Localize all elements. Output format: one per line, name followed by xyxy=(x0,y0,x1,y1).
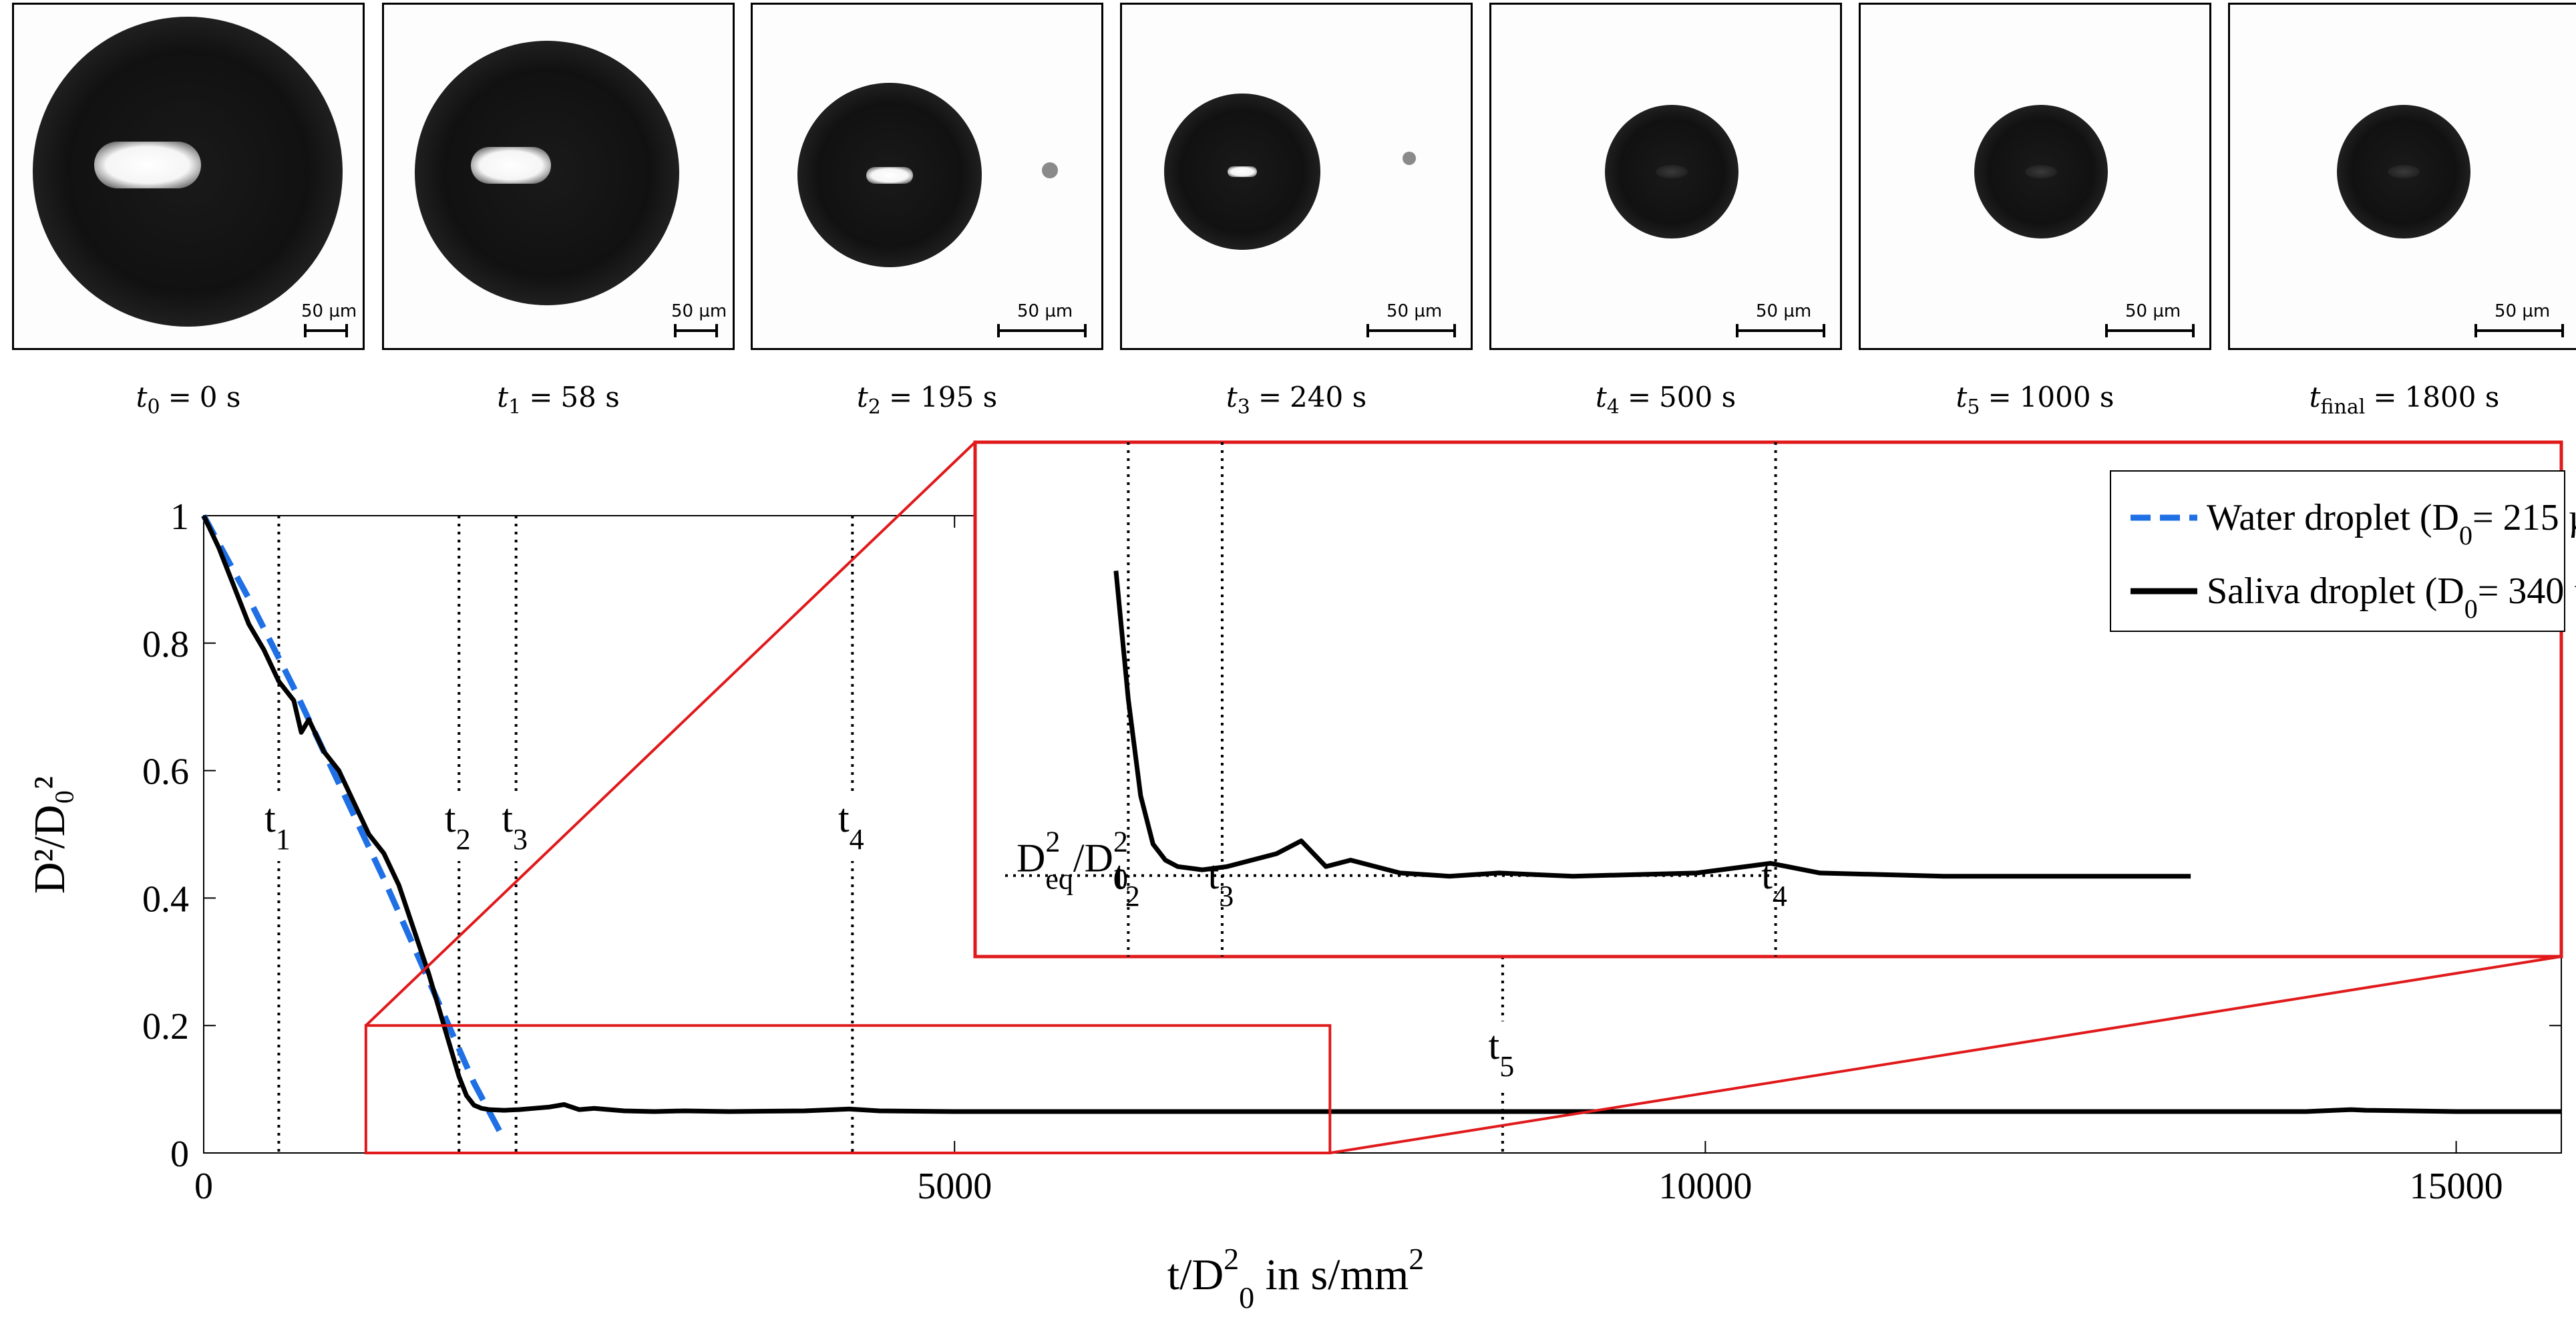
droplet-frame-4: 50 µm xyxy=(1489,3,1842,350)
droplet-frame-2: 50 µm xyxy=(751,3,1103,350)
saliva-droplet-line xyxy=(201,514,2561,1114)
zoom-connector-line xyxy=(365,441,976,1027)
scale-bar-label: 50 µm xyxy=(2495,301,2551,321)
x-tick-label: 10000 xyxy=(1658,1166,1752,1207)
frame-time-label: t2 = 195 s xyxy=(856,381,998,419)
time-marker-label-bg xyxy=(1475,1021,1529,1088)
scale-bar xyxy=(997,324,1087,337)
water-droplet-line xyxy=(201,514,504,1136)
droplet-highlight xyxy=(866,166,913,184)
scale-bar-label: 50 µm xyxy=(671,301,727,321)
x-axis-label: t/D20 in s/mm2 xyxy=(1167,1242,1424,1315)
frame-time-label: t0 = 0 s xyxy=(136,381,241,419)
scale-bar xyxy=(2105,324,2195,337)
x-tick-label: 5000 xyxy=(917,1166,992,1207)
scale-bar xyxy=(1736,324,1825,337)
droplet-frame-1: 50 µm xyxy=(382,3,735,350)
droplet-center-shade xyxy=(2025,165,2057,178)
scale-bar xyxy=(304,324,348,337)
time-marker-label-bg xyxy=(825,794,880,861)
y-tick-label: 0.2 xyxy=(142,1006,189,1047)
scale-bar-label: 50 µm xyxy=(2125,301,2181,321)
scale-bar-label: 50 µm xyxy=(1387,301,1443,321)
frame-time-label: t1 = 58 s xyxy=(497,381,620,419)
scale-bar xyxy=(2474,324,2564,337)
droplet-center-shade xyxy=(1656,165,1688,178)
droplet-frame-3: 50 µm xyxy=(1120,3,1473,350)
y-axis-label: D²/D₀² xyxy=(25,776,74,894)
legend-box xyxy=(2110,470,2565,632)
scale-bar-label: 50 µm xyxy=(1756,301,1812,321)
satellite-droplet xyxy=(1042,162,1058,178)
y-tick-label: 0.4 xyxy=(142,878,189,920)
droplet-highlight xyxy=(471,146,551,184)
time-marker-label-bg xyxy=(432,794,486,861)
droplet-frame-5: 50 µm xyxy=(1859,3,2211,350)
droplet-frame-6: 50 µm xyxy=(2228,3,2576,350)
scale-bar xyxy=(1366,324,1456,337)
y-tick-label: 0.6 xyxy=(142,751,189,793)
frame-time-label: tfinal = 1800 s xyxy=(2309,381,2500,419)
y-tick-label: 1 xyxy=(170,496,189,538)
frame-time-label: t3 = 240 s xyxy=(1226,381,1367,419)
droplet-center-shade xyxy=(2388,165,2420,178)
scale-bar-label: 50 µm xyxy=(301,301,357,321)
time-marker-label-bg xyxy=(252,794,306,861)
y-tick-label: 0.8 xyxy=(142,624,189,665)
zoom-connector-line xyxy=(1329,955,2562,1154)
scale-bar-label: 50 µm xyxy=(1017,301,1073,321)
droplet-highlight xyxy=(94,142,201,188)
x-tick-label: 0 xyxy=(194,1166,213,1207)
x-tick-label: 15000 xyxy=(2410,1166,2503,1207)
y-tick-label: 0 xyxy=(170,1134,189,1175)
zoom-region-box xyxy=(364,1024,1332,1154)
satellite-droplet xyxy=(1403,152,1416,165)
droplet-frame-0: 50 µm xyxy=(12,3,365,350)
droplet-highlight xyxy=(1228,166,1257,177)
time-marker-label-bg xyxy=(489,794,543,861)
scale-bar xyxy=(674,324,718,337)
frame-time-label: t5 = 1000 s xyxy=(1956,381,2114,419)
frame-time-label: t4 = 500 s xyxy=(1595,381,1736,419)
inset-saliva-droplet-line xyxy=(1113,570,2191,879)
